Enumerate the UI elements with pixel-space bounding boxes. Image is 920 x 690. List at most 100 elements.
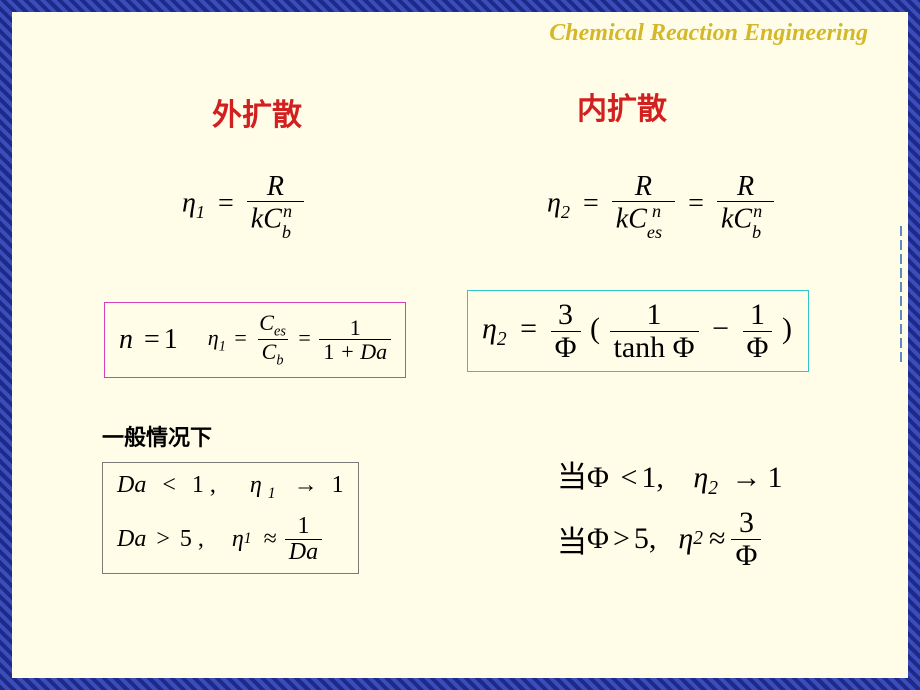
pc1-phi: Φ	[587, 461, 609, 494]
pc2-eta: η	[678, 522, 693, 556]
pc1-sub: 2	[708, 478, 718, 499]
eta1-eq: =	[218, 188, 234, 219]
eta1-lhs: η	[182, 188, 196, 219]
pc2-den: Φ	[731, 539, 761, 572]
right-margin-marks	[898, 222, 904, 522]
pc2-num: 3	[735, 507, 758, 539]
da1-arrow: →	[294, 472, 318, 498]
da2-v: 5 ,	[180, 525, 204, 554]
pc1-arrow: →	[732, 461, 762, 494]
n1-f2num: 1	[346, 316, 365, 339]
n1-etasub: 1	[219, 338, 226, 354]
eta1-sub: 1	[196, 202, 205, 222]
pc1-op: <	[620, 461, 637, 494]
da2-den: Da	[285, 539, 322, 565]
da2-num: 1	[293, 514, 313, 539]
n1-eta: η	[208, 325, 219, 350]
n1-eq1: =	[234, 325, 246, 350]
da1-eta: η	[250, 472, 262, 498]
eta1-den-sup: n	[283, 201, 292, 221]
box-da: Da < 1 , η 1 → 1 Da > 5 , η 1 ≈ 1 Da	[102, 462, 359, 574]
pc2-approx: ≈	[709, 522, 725, 556]
da2-op: >	[156, 525, 170, 554]
right-column-heading: 内扩散	[577, 84, 667, 128]
eta2t-den2sub: b	[752, 222, 761, 242]
da1-op: <	[162, 472, 176, 498]
eta2t-eq1: =	[583, 188, 599, 219]
eta2t-den2sup: n	[753, 201, 762, 221]
be2-open: (	[590, 312, 600, 345]
general-label: 一般情况下	[102, 420, 212, 452]
eta1-den-k: kC	[251, 204, 282, 235]
n1-rhs: 1	[164, 324, 178, 355]
be2-f1d: Φ	[551, 331, 581, 364]
pc1-v: 1,	[641, 461, 664, 494]
da2-eta: η	[232, 525, 244, 554]
da1-v: 1 ,	[192, 472, 216, 498]
be2-f2d: tanh Φ	[610, 331, 699, 364]
eta2t-den2: kCbn	[717, 201, 774, 238]
be2-f3n: 1	[746, 299, 769, 331]
eta2t-frac1: R kCesn	[612, 172, 675, 238]
n1-f1den: Cb	[258, 339, 288, 368]
pc2-v: 5,	[634, 522, 657, 556]
be2-tanh: tanh	[614, 331, 666, 364]
da2-da: Da	[117, 525, 146, 554]
pc2-when: 当	[557, 517, 587, 561]
be2-f2: 1 tanh Φ	[610, 299, 699, 363]
eta2t-frac2: R kCbn	[717, 172, 774, 238]
slide-border: Chemical Reaction Engineering 外扩散 内扩散 η1…	[0, 0, 920, 690]
page-header: Chemical Reaction Engineering	[549, 20, 868, 47]
left-column-heading: 外扩散	[212, 90, 302, 134]
be2-f3: 1 Φ	[743, 299, 773, 363]
n1-f1ns: es	[274, 323, 286, 339]
be2-eta: η	[482, 312, 497, 345]
box-n1: n =1 η1 = Ces Cb = 1 1 + Da	[104, 302, 406, 378]
pc1-res: 1	[768, 461, 783, 494]
eta1-den: kCbn	[247, 201, 304, 238]
equation-eta1: η1 = R kCbn	[182, 172, 304, 238]
equation-eta2-top: η2 = R kCesn = R kCbn	[547, 172, 774, 238]
be2-close: )	[782, 312, 792, 345]
da2-approx: ≈	[264, 525, 277, 554]
n1-right: η1 = Ces Cb = 1 1 + Da	[208, 311, 391, 369]
da-line2: Da > 5 , η 1 ≈ 1 Da	[117, 514, 344, 565]
n1-eq2: =	[298, 325, 310, 350]
da-line1: Da < 1 , η 1 → 1	[117, 471, 344, 504]
be2-minus: −	[712, 312, 729, 345]
n1-f1nt: C	[259, 310, 274, 335]
eta2t-num1: R	[631, 172, 656, 201]
be2-f1n: 3	[554, 299, 577, 331]
n1-left: n =1	[119, 324, 178, 356]
n1-f1dt: C	[262, 339, 277, 364]
be2-sub: 2	[497, 329, 507, 350]
pc2-op: >	[613, 522, 630, 556]
n1-f2den: 1 + Da	[319, 339, 391, 363]
be2-f3d: Φ	[743, 331, 773, 364]
da2-sub: 1	[244, 530, 252, 549]
phi-case-1: 当Φ <1, η2 →1	[557, 452, 783, 500]
be2-f2n: 1	[643, 299, 666, 331]
be2-f1: 3 Φ	[551, 299, 581, 363]
eta2t-den1: kCesn	[612, 201, 675, 238]
eta1-frac: R kCbn	[247, 172, 304, 238]
pc2-frac: 3 Φ	[731, 507, 761, 571]
da1-da: Da	[117, 472, 146, 498]
pc2-sub: 2	[693, 528, 703, 550]
box-eta2: η2 = 3 Φ ( 1 tanh Φ − 1 Φ )	[467, 290, 809, 372]
eta2t-eq2: =	[688, 188, 704, 219]
eta2t-sub: 2	[561, 202, 570, 222]
be2-eq: =	[520, 312, 537, 345]
n1-f1ds: b	[276, 353, 283, 369]
n1-n: n	[119, 324, 133, 355]
da2-frac: 1 Da	[285, 514, 322, 565]
eta1-num: R	[263, 172, 288, 201]
eta2t-den2k: kC	[721, 204, 752, 235]
eta2t-den1k: kC	[616, 204, 647, 235]
n1-frac2: 1 1 + Da	[319, 316, 391, 363]
pc2-phi: Φ	[587, 522, 609, 556]
pc1-eta: η	[693, 461, 708, 494]
n1-frac1: Ces Cb	[255, 311, 290, 369]
phi-case-2: 当Φ >5, η2 ≈ 3 Φ	[557, 507, 761, 571]
pc1-when: 当	[557, 461, 587, 494]
